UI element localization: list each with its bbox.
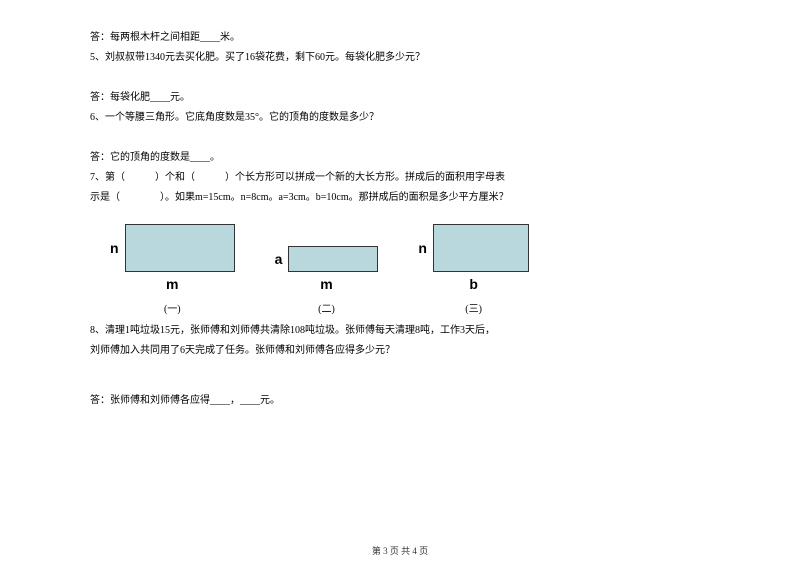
- q6-text: 6、一个等腰三角形。它底角度数是35°。它的顶角的度数是多少？: [90, 110, 710, 126]
- q7-line1: 7、第（ ）个和（ ）个长方形可以拼成一个新的大长方形。拼成后的面积用字母表: [90, 170, 710, 186]
- caption-two: (二): [318, 300, 335, 315]
- diagram-two: a m (二): [275, 246, 379, 315]
- diagrams-container: n m (一) a m (二) n b (三): [110, 224, 710, 315]
- label-b: b: [469, 276, 478, 292]
- q8-answer-line: 答：张师傅和刘师傅各应得____，____元。: [90, 393, 710, 409]
- rect-two: [288, 246, 378, 272]
- label-n-1: n: [110, 240, 119, 256]
- rect-three: [433, 224, 529, 272]
- q5-text: 5、刘叔叔带1340元去买化肥。买了16袋花费，剩下60元。每袋化肥多少元？: [90, 50, 710, 66]
- rect-one: [125, 224, 235, 272]
- q5-answer-line: 答：每袋化肥____元。: [90, 90, 710, 106]
- q8-line2: 刘师傅加入共同用了6天完成了任务。张师傅和刘师傅各应得多少元？: [90, 343, 710, 359]
- q6-answer-line: 答：它的顶角的度数是____。: [90, 150, 710, 166]
- diagram-three: n b (三): [418, 224, 529, 315]
- diagram-one-row: n: [110, 224, 235, 272]
- q4-answer-line: 答：每两根木杆之间相距____米。: [90, 30, 710, 46]
- label-m-1: m: [166, 276, 178, 292]
- diagram-two-row: a: [275, 246, 379, 272]
- spacer: [90, 130, 710, 150]
- caption-one: (一): [164, 300, 181, 315]
- label-a: a: [275, 251, 283, 267]
- page-footer: 第 3 页 共 4 页: [0, 544, 800, 557]
- spacer: [90, 70, 710, 90]
- q7-line2: 示是（ ）。如果m=15cm。n=8cm。a=3cm。b=10cm。那拼成后的面…: [90, 190, 710, 206]
- caption-three: (三): [465, 300, 482, 315]
- q8-line1: 8、清理1吨垃圾15元，张师傅和刘师傅共清除108吨垃圾。张师傅每天清理8吨，工…: [90, 323, 710, 339]
- label-n-2: n: [418, 240, 427, 256]
- diagram-one: n m (一): [110, 224, 235, 315]
- diagram-three-row: n: [418, 224, 529, 272]
- spacer: [90, 363, 710, 393]
- label-m-2: m: [320, 276, 332, 292]
